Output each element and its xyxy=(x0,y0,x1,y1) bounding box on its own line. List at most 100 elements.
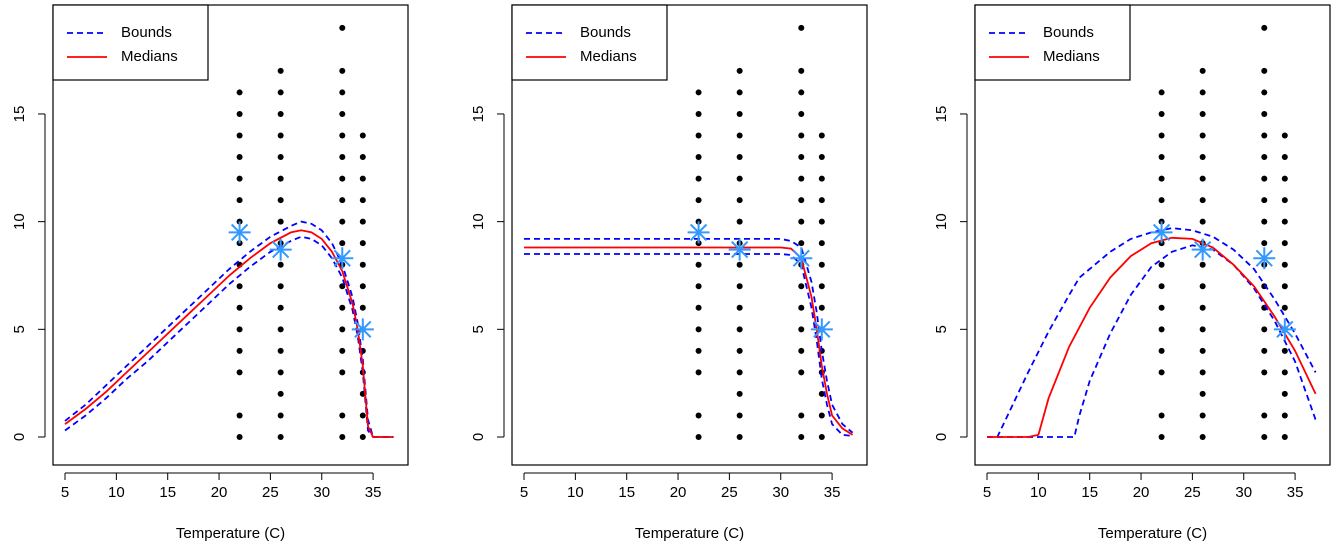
data-point xyxy=(1199,434,1206,441)
y-tick-label: 0 xyxy=(470,433,487,441)
data-point xyxy=(1158,347,1165,354)
data-point xyxy=(236,175,243,182)
data-point xyxy=(695,132,702,139)
data-point xyxy=(1261,175,1268,182)
data-point xyxy=(736,110,743,117)
data-point xyxy=(1281,132,1288,139)
data-point xyxy=(798,89,805,96)
data-point xyxy=(1281,261,1288,268)
data-point xyxy=(359,434,366,441)
curve xyxy=(987,244,1317,438)
data-point xyxy=(277,434,284,441)
data-point xyxy=(736,434,743,441)
data-point xyxy=(1158,369,1165,376)
star-marker xyxy=(1150,221,1173,244)
data-point xyxy=(1158,154,1165,161)
star-marker xyxy=(790,247,813,270)
data-point xyxy=(736,283,743,290)
data-point xyxy=(277,89,284,96)
data-point xyxy=(818,434,825,441)
data-point xyxy=(1281,240,1288,247)
data-point xyxy=(339,304,346,311)
data-point xyxy=(1281,434,1288,441)
x-tick-label: 5 xyxy=(520,484,528,501)
data-point xyxy=(1158,261,1165,268)
data-point xyxy=(236,304,243,311)
data-point xyxy=(1281,347,1288,354)
data-point xyxy=(798,283,805,290)
data-point xyxy=(695,412,702,419)
data-point xyxy=(277,390,284,397)
y-tick-label: 15 xyxy=(470,106,487,123)
data-point xyxy=(736,89,743,96)
data-point xyxy=(236,369,243,376)
x-tick-label: 30 xyxy=(1235,484,1252,501)
data-point xyxy=(277,369,284,376)
data-point xyxy=(359,132,366,139)
data-point xyxy=(1199,197,1206,204)
plot-frame xyxy=(511,4,868,466)
data-point xyxy=(236,132,243,139)
x-tick-label: 5 xyxy=(61,484,69,501)
data-point xyxy=(1158,132,1165,139)
x-tick-label: 30 xyxy=(772,484,789,501)
data-point xyxy=(798,369,805,376)
data-point xyxy=(818,218,825,225)
data-point xyxy=(359,304,366,311)
star-marker xyxy=(269,238,292,261)
legend-label: Bounds xyxy=(580,24,631,41)
data-point xyxy=(818,154,825,161)
data-point xyxy=(359,261,366,268)
star-marker xyxy=(1191,238,1214,261)
data-point xyxy=(1199,67,1206,74)
curve xyxy=(987,227,1317,438)
x-tick-label: 20 xyxy=(211,484,228,501)
data-point xyxy=(1261,24,1268,31)
y-tick-label: 10 xyxy=(11,213,28,230)
data-point xyxy=(1261,132,1268,139)
x-tick-label: 10 xyxy=(567,484,584,501)
x-tick-label: 15 xyxy=(159,484,176,501)
data-point xyxy=(1199,326,1206,333)
x-axis-label: Temperature (C) xyxy=(635,525,744,542)
y-tick-label: 10 xyxy=(933,213,950,230)
data-point xyxy=(339,240,346,247)
data-point xyxy=(1281,283,1288,290)
data-point xyxy=(695,369,702,376)
data-point xyxy=(359,197,366,204)
data-point xyxy=(1158,434,1165,441)
data-point xyxy=(236,197,243,204)
data-point xyxy=(359,218,366,225)
data-point xyxy=(277,283,284,290)
data-point xyxy=(736,347,743,354)
data-point xyxy=(695,326,702,333)
curve xyxy=(987,236,1317,438)
data-point xyxy=(236,412,243,419)
legend-label: Bounds xyxy=(1043,24,1094,41)
data-point xyxy=(1158,197,1165,204)
data-point xyxy=(1281,412,1288,419)
data-point xyxy=(1199,412,1206,419)
data-point xyxy=(359,283,366,290)
legend-box xyxy=(511,4,668,81)
curve xyxy=(524,246,854,436)
legend-label: Medians xyxy=(121,48,178,65)
data-point xyxy=(277,261,284,268)
data-point xyxy=(1261,218,1268,225)
data-point xyxy=(695,347,702,354)
data-point xyxy=(695,197,702,204)
legend-box xyxy=(974,4,1131,81)
data-point xyxy=(1158,304,1165,311)
legend-box xyxy=(52,4,209,81)
data-point xyxy=(1199,89,1206,96)
legend-label: Medians xyxy=(580,48,637,65)
x-tick-label: 10 xyxy=(108,484,125,501)
data-point xyxy=(798,240,805,247)
data-point xyxy=(339,154,346,161)
y-tick-label: 5 xyxy=(11,325,28,333)
data-point xyxy=(736,390,743,397)
data-point xyxy=(277,175,284,182)
data-point xyxy=(695,175,702,182)
